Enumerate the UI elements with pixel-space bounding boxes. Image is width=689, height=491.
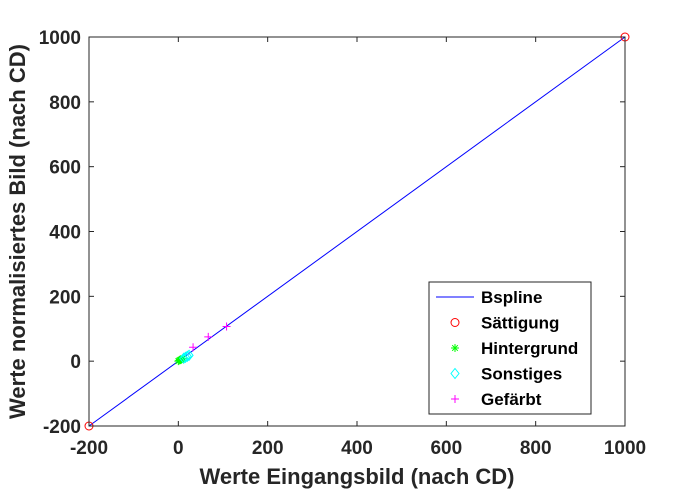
- data-point-plus: [189, 343, 198, 352]
- x-tick-labels: -200 0 200 400 600 800 1000: [70, 438, 646, 459]
- axis-ticks: [88, 36, 626, 427]
- y-tick-label: 400: [49, 223, 81, 244]
- data-point-diamond: [182, 350, 192, 363]
- y-tick-labels: -200 0 200 400 600 800 1000: [39, 28, 81, 438]
- x-tick-label: -200: [70, 438, 108, 459]
- data-point-plus: [204, 332, 213, 341]
- x-axis-title: Werte Eingangsbild (nach CD): [200, 464, 515, 489]
- y-tick-label: 200: [49, 287, 81, 308]
- x-tick-label: 600: [430, 438, 462, 459]
- y-tick-label: 0: [70, 352, 81, 373]
- legend-label: Sättigung: [481, 314, 559, 333]
- legend-marker-plus: [451, 395, 459, 403]
- x-tick-label: 0: [173, 438, 184, 459]
- legend-label: Hintergrund: [481, 339, 578, 358]
- y-tick-label: 800: [49, 93, 81, 114]
- legend: Bspline Sättigung Hintergrund Sonstiges Gefä…: [428, 281, 592, 415]
- legend-marker-diamond: [450, 367, 460, 380]
- data-layer: [84, 32, 630, 431]
- legend-label: Gefärbt: [481, 390, 542, 409]
- x-tick-label: 400: [341, 438, 373, 459]
- x-tick-label: 800: [520, 438, 552, 459]
- legend-marker-asterisk: [451, 344, 459, 352]
- y-tick-label: -200: [43, 417, 81, 438]
- legend-label: Sonstiges: [481, 365, 562, 384]
- legend-marker-circle: [450, 318, 460, 327]
- x-tick-label: 1000: [604, 438, 646, 459]
- x-tick-label: 200: [252, 438, 284, 459]
- y-tick-label: 1000: [39, 28, 81, 49]
- data-point-plus: [222, 322, 231, 331]
- data-point-diamond: [180, 351, 191, 364]
- data-point-diamond: [184, 349, 194, 362]
- y-tick-label: 600: [49, 158, 81, 179]
- legend-label: Bspline: [481, 288, 542, 307]
- y-axis-title: Werte normalisiertes Bild (nach CD): [5, 44, 30, 419]
